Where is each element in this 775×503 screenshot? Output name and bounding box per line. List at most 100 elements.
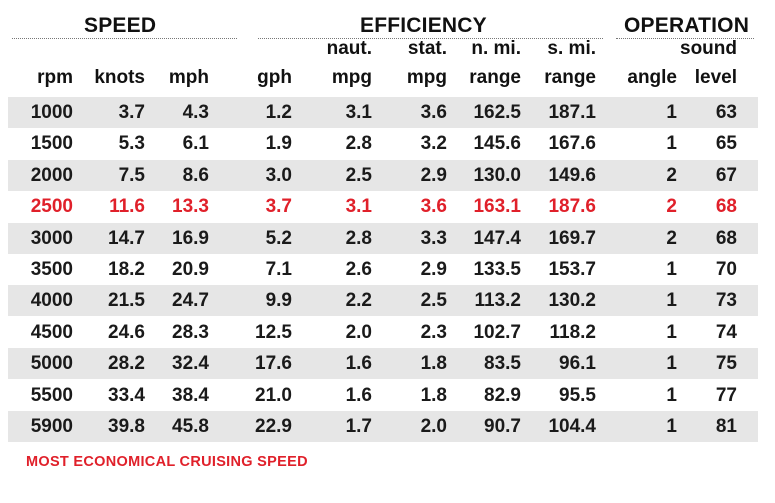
cell-gph: 7.1 — [265, 259, 292, 280]
table-row: 3000 14.7 16.9 5.2 2.8 3.3 147.4 169.7 2 68 — [8, 222, 758, 254]
cell-gph: 12.5 — [255, 321, 292, 343]
column-header-angle-line2: angle — [627, 67, 677, 88]
cell-s-mi-range: 187.1 — [548, 102, 596, 123]
cell-stat-mpg: 2.9 — [420, 164, 447, 186]
cell-sound-level: 68 — [715, 196, 737, 218]
table-row: 4500 24.6 28.3 12.5 2.0 2.3 102.7 118.2 1 74 — [8, 317, 758, 348]
cell-n-mi-range: 147.4 — [473, 227, 521, 249]
cell-sound-level: 77 — [715, 384, 737, 406]
cell-stat-mpg: 3.6 — [420, 196, 447, 218]
cell-gph: 22.9 — [255, 416, 292, 437]
cell-stat-mpg: 2.3 — [420, 321, 447, 343]
cell-angle: 1 — [666, 102, 677, 123]
table-row: 5500 33.4 38.4 21.0 1.6 1.8 82.9 95.5 1 77 — [8, 380, 758, 411]
cell-knots: 24.6 — [108, 321, 145, 343]
cell-angle: 2 — [666, 164, 677, 186]
cell-gph: 3.7 — [265, 196, 292, 218]
cell-mph: 6.1 — [182, 133, 209, 155]
cell-angle: 2 — [666, 227, 677, 249]
column-header-stat-mpg-line1: stat. — [407, 38, 447, 59]
cell-mph: 24.7 — [172, 290, 209, 312]
cell-n-mi-range: 102.7 — [473, 321, 521, 343]
table-row: 3500 18.2 20.9 7.1 2.6 2.9 133.5 153.7 1 70 — [8, 254, 758, 285]
cell-knots: 14.7 — [108, 227, 145, 249]
cell-rpm: 3000 — [30, 227, 73, 249]
table-row: 4000 21.5 24.7 9.9 2.2 2.5 113.2 130.2 1 73 — [8, 285, 758, 317]
cell-naut-mpg: 1.6 — [345, 384, 372, 406]
cell-naut-mpg: 2.8 — [345, 133, 372, 155]
cell-s-mi-range: 149.6 — [548, 164, 596, 186]
cell-knots: 5.3 — [118, 133, 145, 155]
table-row: 1000 3.7 4.3 1.2 3.1 3.6 162.5 187.1 1 63 — [8, 97, 758, 128]
cell-sound-level: 75 — [715, 353, 737, 375]
cell-knots: 39.8 — [108, 416, 145, 437]
cell-n-mi-range: 82.9 — [484, 384, 521, 406]
cell-knots: 33.4 — [108, 384, 145, 406]
column-header-gph-line2: gph — [257, 67, 292, 88]
cell-rpm: 3500 — [30, 259, 73, 280]
cell-n-mi-range: 113.2 — [474, 290, 522, 312]
table-row: 5000 28.2 32.4 17.6 1.6 1.8 83.5 96.1 1 75 — [8, 348, 758, 380]
cell-naut-mpg: 1.6 — [345, 353, 372, 375]
cell-angle: 1 — [666, 416, 677, 437]
cell-rpm: 5500 — [30, 384, 73, 406]
cell-naut-mpg: 2.2 — [345, 290, 372, 312]
cell-naut-mpg: 3.1 — [345, 196, 372, 218]
table-row: 1500 5.3 6.1 1.9 2.8 3.2 145.6 167.6 1 65 — [8, 128, 758, 159]
cell-naut-mpg: 2.8 — [345, 227, 372, 249]
cell-s-mi-range: 96.1 — [559, 353, 596, 375]
cell-rpm: 4500 — [30, 321, 73, 343]
cell-angle: 1 — [666, 353, 677, 375]
column-header-knots-line2: knots — [94, 67, 145, 88]
cell-angle: 1 — [666, 384, 677, 406]
cell-sound-level: 74 — [715, 321, 737, 343]
cell-angle: 1 — [666, 290, 677, 312]
table-row: 5900 39.8 45.8 22.9 1.7 2.0 90.7 104.4 1 81 — [8, 411, 758, 442]
cell-naut-mpg: 2.6 — [345, 259, 372, 280]
table-row: 2000 7.5 8.6 3.0 2.5 2.9 130.0 149.6 2 67 — [8, 159, 758, 191]
group-header-operation: OPERATION — [624, 14, 750, 37]
operation-divider — [616, 38, 754, 39]
cell-knots: 11.6 — [109, 196, 145, 218]
cell-naut-mpg: 2.0 — [345, 321, 372, 343]
cell-knots: 7.5 — [118, 164, 145, 186]
cell-mph: 20.9 — [172, 259, 209, 280]
cell-mph: 32.4 — [172, 353, 209, 375]
cell-angle: 1 — [666, 259, 677, 280]
cell-angle: 1 — [666, 321, 677, 343]
cell-naut-mpg: 1.7 — [345, 416, 372, 437]
cell-n-mi-range: 162.5 — [473, 102, 521, 123]
cell-sound-level: 63 — [715, 102, 737, 123]
cell-rpm: 5900 — [30, 416, 73, 437]
cell-stat-mpg: 2.9 — [420, 259, 447, 280]
cell-mph: 4.3 — [182, 102, 209, 123]
cell-knots: 28.2 — [108, 353, 145, 375]
column-header-mph-line2: mph — [168, 67, 209, 88]
cell-rpm: 2000 — [30, 164, 73, 186]
cell-angle: 2 — [666, 196, 677, 218]
efficiency-divider — [258, 38, 603, 39]
cell-knots: 3.7 — [118, 102, 145, 123]
cell-knots: 21.5 — [108, 290, 145, 312]
cell-sound-level: 81 — [715, 416, 737, 437]
cell-rpm: 5000 — [30, 353, 73, 375]
column-header-n-mi-range-line2: range — [469, 67, 521, 88]
cell-n-mi-range: 83.5 — [484, 353, 521, 375]
cell-naut-mpg: 3.1 — [345, 102, 372, 123]
cell-sound-level: 73 — [715, 290, 737, 312]
cell-rpm: 2500 — [30, 196, 73, 218]
cell-rpm: 1000 — [30, 102, 73, 123]
cell-knots: 18.2 — [108, 259, 145, 280]
cell-mph: 28.3 — [172, 321, 209, 343]
column-header-naut-mpg-line1: naut. — [326, 38, 372, 59]
cell-gph: 17.6 — [255, 353, 292, 375]
cell-mph: 38.4 — [172, 384, 209, 406]
cell-stat-mpg: 3.2 — [420, 133, 447, 155]
cell-n-mi-range: 163.1 — [473, 196, 521, 218]
cell-s-mi-range: 169.7 — [548, 227, 596, 249]
cell-n-mi-range: 145.6 — [473, 133, 521, 155]
group-header-efficiency: EFFICIENCY — [360, 14, 487, 37]
cell-gph: 21.0 — [255, 384, 292, 406]
cell-n-mi-range: 90.7 — [484, 416, 521, 437]
cell-stat-mpg: 1.8 — [420, 353, 447, 375]
